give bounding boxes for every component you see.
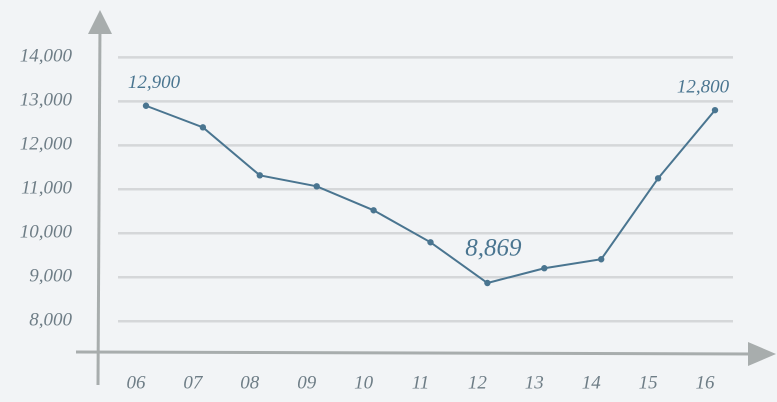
point — [256, 172, 263, 179]
x-tick-label: 08 — [240, 372, 260, 393]
data-label: 8,869 — [465, 235, 522, 262]
y-axis — [96, 21, 102, 386]
y-tick-label: 11,000 — [21, 178, 72, 199]
x-tick-label: 14 — [582, 372, 602, 393]
data-label: 12,800 — [677, 77, 730, 98]
point — [313, 183, 320, 190]
x-tick-label: 12 — [468, 372, 488, 393]
x-tick-label: 09 — [297, 372, 317, 393]
point — [427, 239, 434, 246]
point — [484, 279, 491, 287]
y-tick-label: 8,000 — [29, 310, 72, 331]
x-tick-label: 16 — [696, 372, 716, 393]
grid — [118, 56, 733, 323]
x-axis — [75, 350, 756, 356]
y-tick-label: 12,000 — [20, 134, 73, 155]
x-tick-label: 10 — [354, 372, 374, 393]
point — [654, 175, 662, 182]
point — [711, 106, 719, 114]
point — [370, 207, 377, 214]
line — [145, 104, 716, 285]
y-axis-arrow — [88, 10, 112, 34]
x-tick-label: 15 — [639, 372, 658, 393]
point — [199, 124, 207, 131]
data-label: 12,900 — [128, 72, 181, 93]
y-tick-label: 13,000 — [20, 90, 73, 111]
x-axis-arrow — [748, 342, 776, 366]
x-tick-label: 11 — [412, 372, 430, 393]
point — [142, 102, 150, 109]
x-tick-label: 07 — [183, 372, 204, 393]
y-tick-label: 9,000 — [29, 266, 72, 287]
point — [598, 256, 605, 263]
y-tick-label: 14,000 — [20, 46, 73, 67]
x-tick-label: 06 — [127, 372, 147, 393]
y-tick-label: 10,000 — [20, 222, 73, 243]
point — [541, 265, 548, 272]
x-tick-label: 13 — [525, 372, 544, 393]
